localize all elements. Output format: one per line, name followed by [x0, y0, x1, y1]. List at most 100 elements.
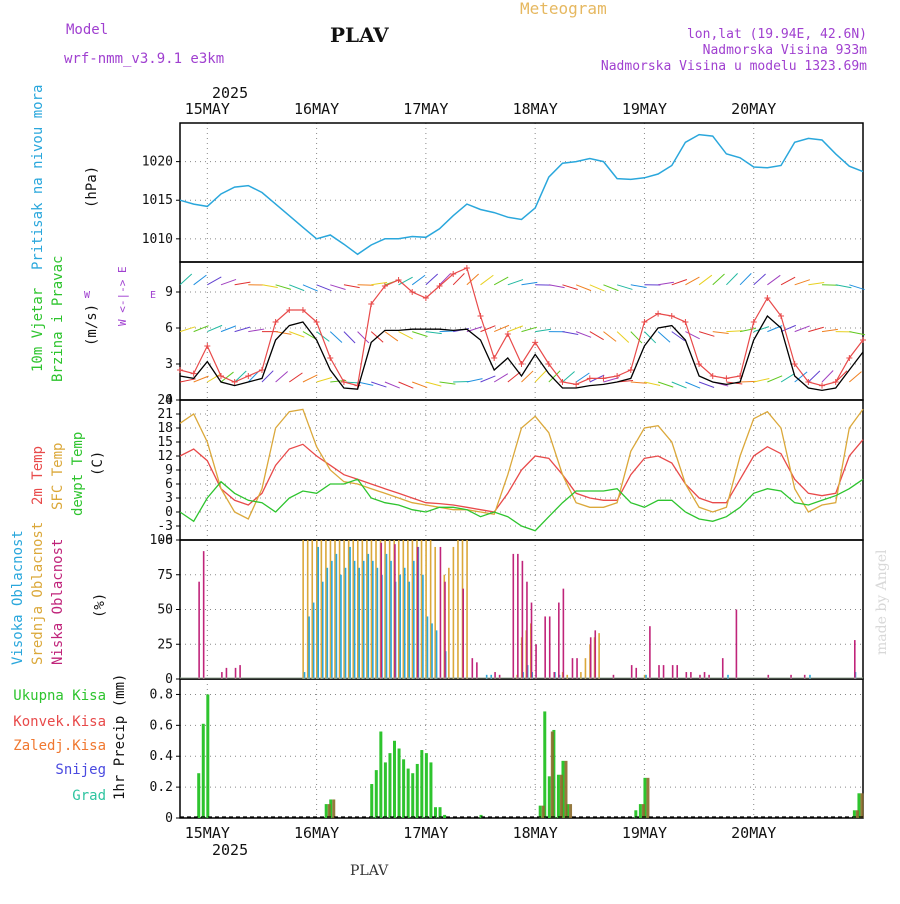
- cloud-mid-bar: [366, 540, 368, 679]
- cloud-mid-bar: [448, 568, 450, 679]
- cloud-high-bar: [377, 568, 379, 679]
- cloud-mid-bar: [325, 540, 327, 679]
- cloud-high-bar: [386, 554, 388, 679]
- precip-conv-bar: [542, 806, 545, 818]
- pressure-title: Pritisak na nivou mora: [30, 85, 46, 270]
- cloud-low-bar: [476, 662, 478, 679]
- cloud-low-bar: [394, 544, 396, 679]
- day-label-bottom: 20MAY: [731, 824, 776, 842]
- coords-label: lon,lat (19.94E, 42.6N): [687, 27, 867, 42]
- precip-conv-bar: [642, 804, 645, 818]
- y-tick-label: 1010: [142, 232, 173, 247]
- y-tick-label: 25: [157, 637, 173, 652]
- precip-total-bar: [548, 776, 551, 818]
- cloud-high-bar: [313, 603, 315, 679]
- cloud-low-bar: [544, 616, 546, 679]
- cloud-low-bar: [462, 589, 464, 679]
- cloud-high-bar: [422, 575, 424, 679]
- precip-total-bar: [639, 804, 642, 818]
- cloud-low-bar: [649, 626, 651, 679]
- cloud-high-title: Visoka Oblacnost: [10, 530, 26, 665]
- precip-total-bar: [384, 762, 387, 818]
- cloud-mid-bar: [334, 540, 336, 679]
- cloud-low-bar: [235, 668, 237, 679]
- cloud-high-bar: [399, 575, 401, 679]
- y-tick-label: 12: [157, 449, 173, 464]
- precip-total-bar: [429, 762, 432, 818]
- y-tick-label: 18: [157, 421, 173, 436]
- y-tick-label: 100: [150, 533, 173, 548]
- cloud-low-bar: [380, 543, 382, 679]
- tsfc-title: SFC Temp: [50, 443, 66, 510]
- cloud-high-bar: [327, 568, 329, 679]
- cloud-low-bar: [736, 610, 738, 680]
- wind-ylabel: (m/s): [84, 304, 100, 346]
- cloud-high-bar: [367, 554, 369, 679]
- model-name: wrf-nmm_v3.9.1 e3km: [64, 51, 224, 67]
- cloud-low-bar: [239, 665, 241, 679]
- precip-total-bar: [434, 807, 437, 818]
- precip-total-bar: [375, 770, 378, 818]
- precip-total-bar: [206, 694, 209, 818]
- cloud-mid-bar: [352, 540, 354, 679]
- cloud-high-bar: [431, 623, 433, 679]
- cloud-mid-bar: [371, 540, 373, 679]
- precip-total-bar: [398, 749, 401, 819]
- wind-direction-legend: W <-|-> E: [116, 266, 129, 326]
- cloud-low-bar: [558, 603, 560, 679]
- cloud-high-bar: [408, 582, 410, 679]
- legend-graupel: Grad: [72, 788, 106, 804]
- cloud-high-bar: [427, 616, 429, 679]
- precip-total-bar: [388, 753, 391, 818]
- y-tick-label: 0.8: [150, 687, 173, 702]
- cloud-low-bar: [203, 551, 205, 679]
- wind-dir-w: W: [84, 290, 91, 301]
- cloud-low-bar: [226, 668, 228, 679]
- cloud-high-bar: [308, 616, 310, 679]
- cloud-mid-bar: [430, 540, 432, 679]
- cloud-low-bar: [563, 589, 565, 679]
- y-tick-label: -3: [157, 519, 173, 534]
- cloud-low-bar: [440, 547, 442, 679]
- cloud-low-bar: [722, 658, 724, 679]
- wind-dir-e: E: [150, 290, 156, 301]
- cloud-mid-bar: [453, 547, 455, 679]
- station-title: PLAV: [330, 23, 389, 47]
- day-label-bottom: 16MAY: [294, 824, 339, 842]
- y-tick-label: 1015: [142, 193, 173, 208]
- cloud-mid-bar: [357, 540, 359, 679]
- cloud-low-bar: [635, 668, 637, 679]
- cloud-high-bar: [354, 561, 356, 679]
- cloud-low-bar: [663, 665, 665, 679]
- cloud-mid-bar: [311, 540, 313, 679]
- wind-title-1: 10m Vjetar: [30, 288, 46, 372]
- y-tick-label: 75: [157, 568, 173, 583]
- cloud-low-bar: [672, 665, 674, 679]
- y-tick-label: 9: [165, 285, 173, 300]
- precip-ylabel: 1hr Precip (mm): [112, 674, 128, 800]
- precip-total-bar: [439, 807, 442, 818]
- cloud-low-title: Niska Oblacnost: [50, 539, 66, 665]
- cloud-mid-bar: [343, 540, 345, 679]
- precip-total-bar: [443, 815, 446, 818]
- y-tick-label: 24: [157, 393, 173, 408]
- cloud-high-bar: [404, 568, 406, 679]
- cloud-low-bar: [526, 582, 528, 679]
- y-tick-label: 9: [165, 463, 173, 478]
- precip-total-bar: [325, 804, 328, 818]
- cloud-low-bar: [576, 658, 578, 679]
- precip-total-bar: [557, 775, 560, 818]
- cloud-low-bar: [658, 665, 660, 679]
- precip-total-bar: [393, 741, 396, 818]
- precip-total-bar: [402, 759, 405, 818]
- cloud-mid-bar: [421, 540, 423, 679]
- cloud-low-bar: [631, 665, 633, 679]
- precip-total-bar: [370, 784, 373, 818]
- cloud-mid-bar: [598, 633, 600, 679]
- legend-frozen-rain: Zaledj.Kisa: [13, 738, 106, 754]
- cloud-high-bar: [331, 561, 333, 679]
- cloud-low-bar: [676, 665, 678, 679]
- day-label-top: 15MAY: [185, 100, 230, 118]
- cloud-high-bar: [363, 561, 365, 679]
- y-tick-label: 0: [165, 811, 173, 826]
